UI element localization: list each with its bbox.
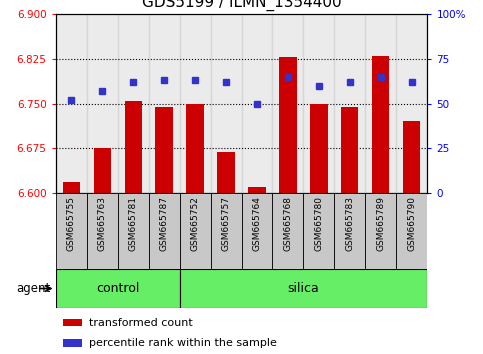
Bar	[397, 14, 427, 193]
Bar	[341, 107, 358, 193]
Bar	[334, 193, 366, 269]
Text: GSM665755: GSM665755	[67, 196, 75, 251]
Text: silica: silica	[287, 282, 319, 295]
Bar	[366, 193, 397, 269]
Bar	[86, 193, 117, 269]
Bar	[125, 101, 142, 193]
Bar	[186, 103, 203, 193]
Text: GSM665789: GSM665789	[376, 196, 385, 251]
Bar	[211, 14, 242, 193]
Bar	[303, 14, 334, 193]
Bar	[242, 14, 272, 193]
Bar	[56, 193, 86, 269]
Bar	[117, 14, 149, 193]
Bar	[403, 121, 421, 193]
Bar	[272, 193, 303, 269]
Bar	[56, 14, 86, 193]
Text: GSM665764: GSM665764	[253, 196, 261, 251]
Text: GSM665780: GSM665780	[314, 196, 324, 251]
Bar	[63, 339, 82, 347]
Bar	[311, 103, 327, 193]
Bar	[280, 57, 297, 193]
Bar	[180, 14, 211, 193]
Text: GSM665787: GSM665787	[159, 196, 169, 251]
Bar	[149, 14, 180, 193]
Bar	[217, 153, 235, 193]
Bar	[63, 319, 82, 326]
Text: GSM665781: GSM665781	[128, 196, 138, 251]
Text: GSM665790: GSM665790	[408, 196, 416, 251]
Bar	[94, 148, 111, 193]
Bar	[117, 193, 149, 269]
Title: GDS5199 / ILMN_1354400: GDS5199 / ILMN_1354400	[142, 0, 341, 11]
Bar	[397, 193, 427, 269]
Bar	[149, 193, 180, 269]
Bar	[180, 193, 211, 269]
Bar	[248, 187, 266, 193]
Text: percentile rank within the sample: percentile rank within the sample	[89, 338, 277, 348]
Bar	[62, 182, 80, 193]
Bar	[242, 193, 272, 269]
Text: GSM665783: GSM665783	[345, 196, 355, 251]
Text: control: control	[96, 282, 139, 295]
Bar	[86, 14, 117, 193]
Text: GSM665768: GSM665768	[284, 196, 293, 251]
Bar	[372, 56, 389, 193]
Bar	[272, 14, 303, 193]
Text: GSM665757: GSM665757	[222, 196, 230, 251]
Bar	[366, 14, 397, 193]
Bar	[180, 269, 427, 308]
Text: agent: agent	[16, 282, 51, 295]
Bar	[211, 193, 242, 269]
Text: GSM665763: GSM665763	[98, 196, 107, 251]
Text: GSM665752: GSM665752	[190, 196, 199, 251]
Bar	[334, 14, 366, 193]
Text: transformed count: transformed count	[89, 318, 193, 328]
Bar	[56, 269, 180, 308]
Bar	[303, 193, 334, 269]
Bar	[156, 107, 172, 193]
